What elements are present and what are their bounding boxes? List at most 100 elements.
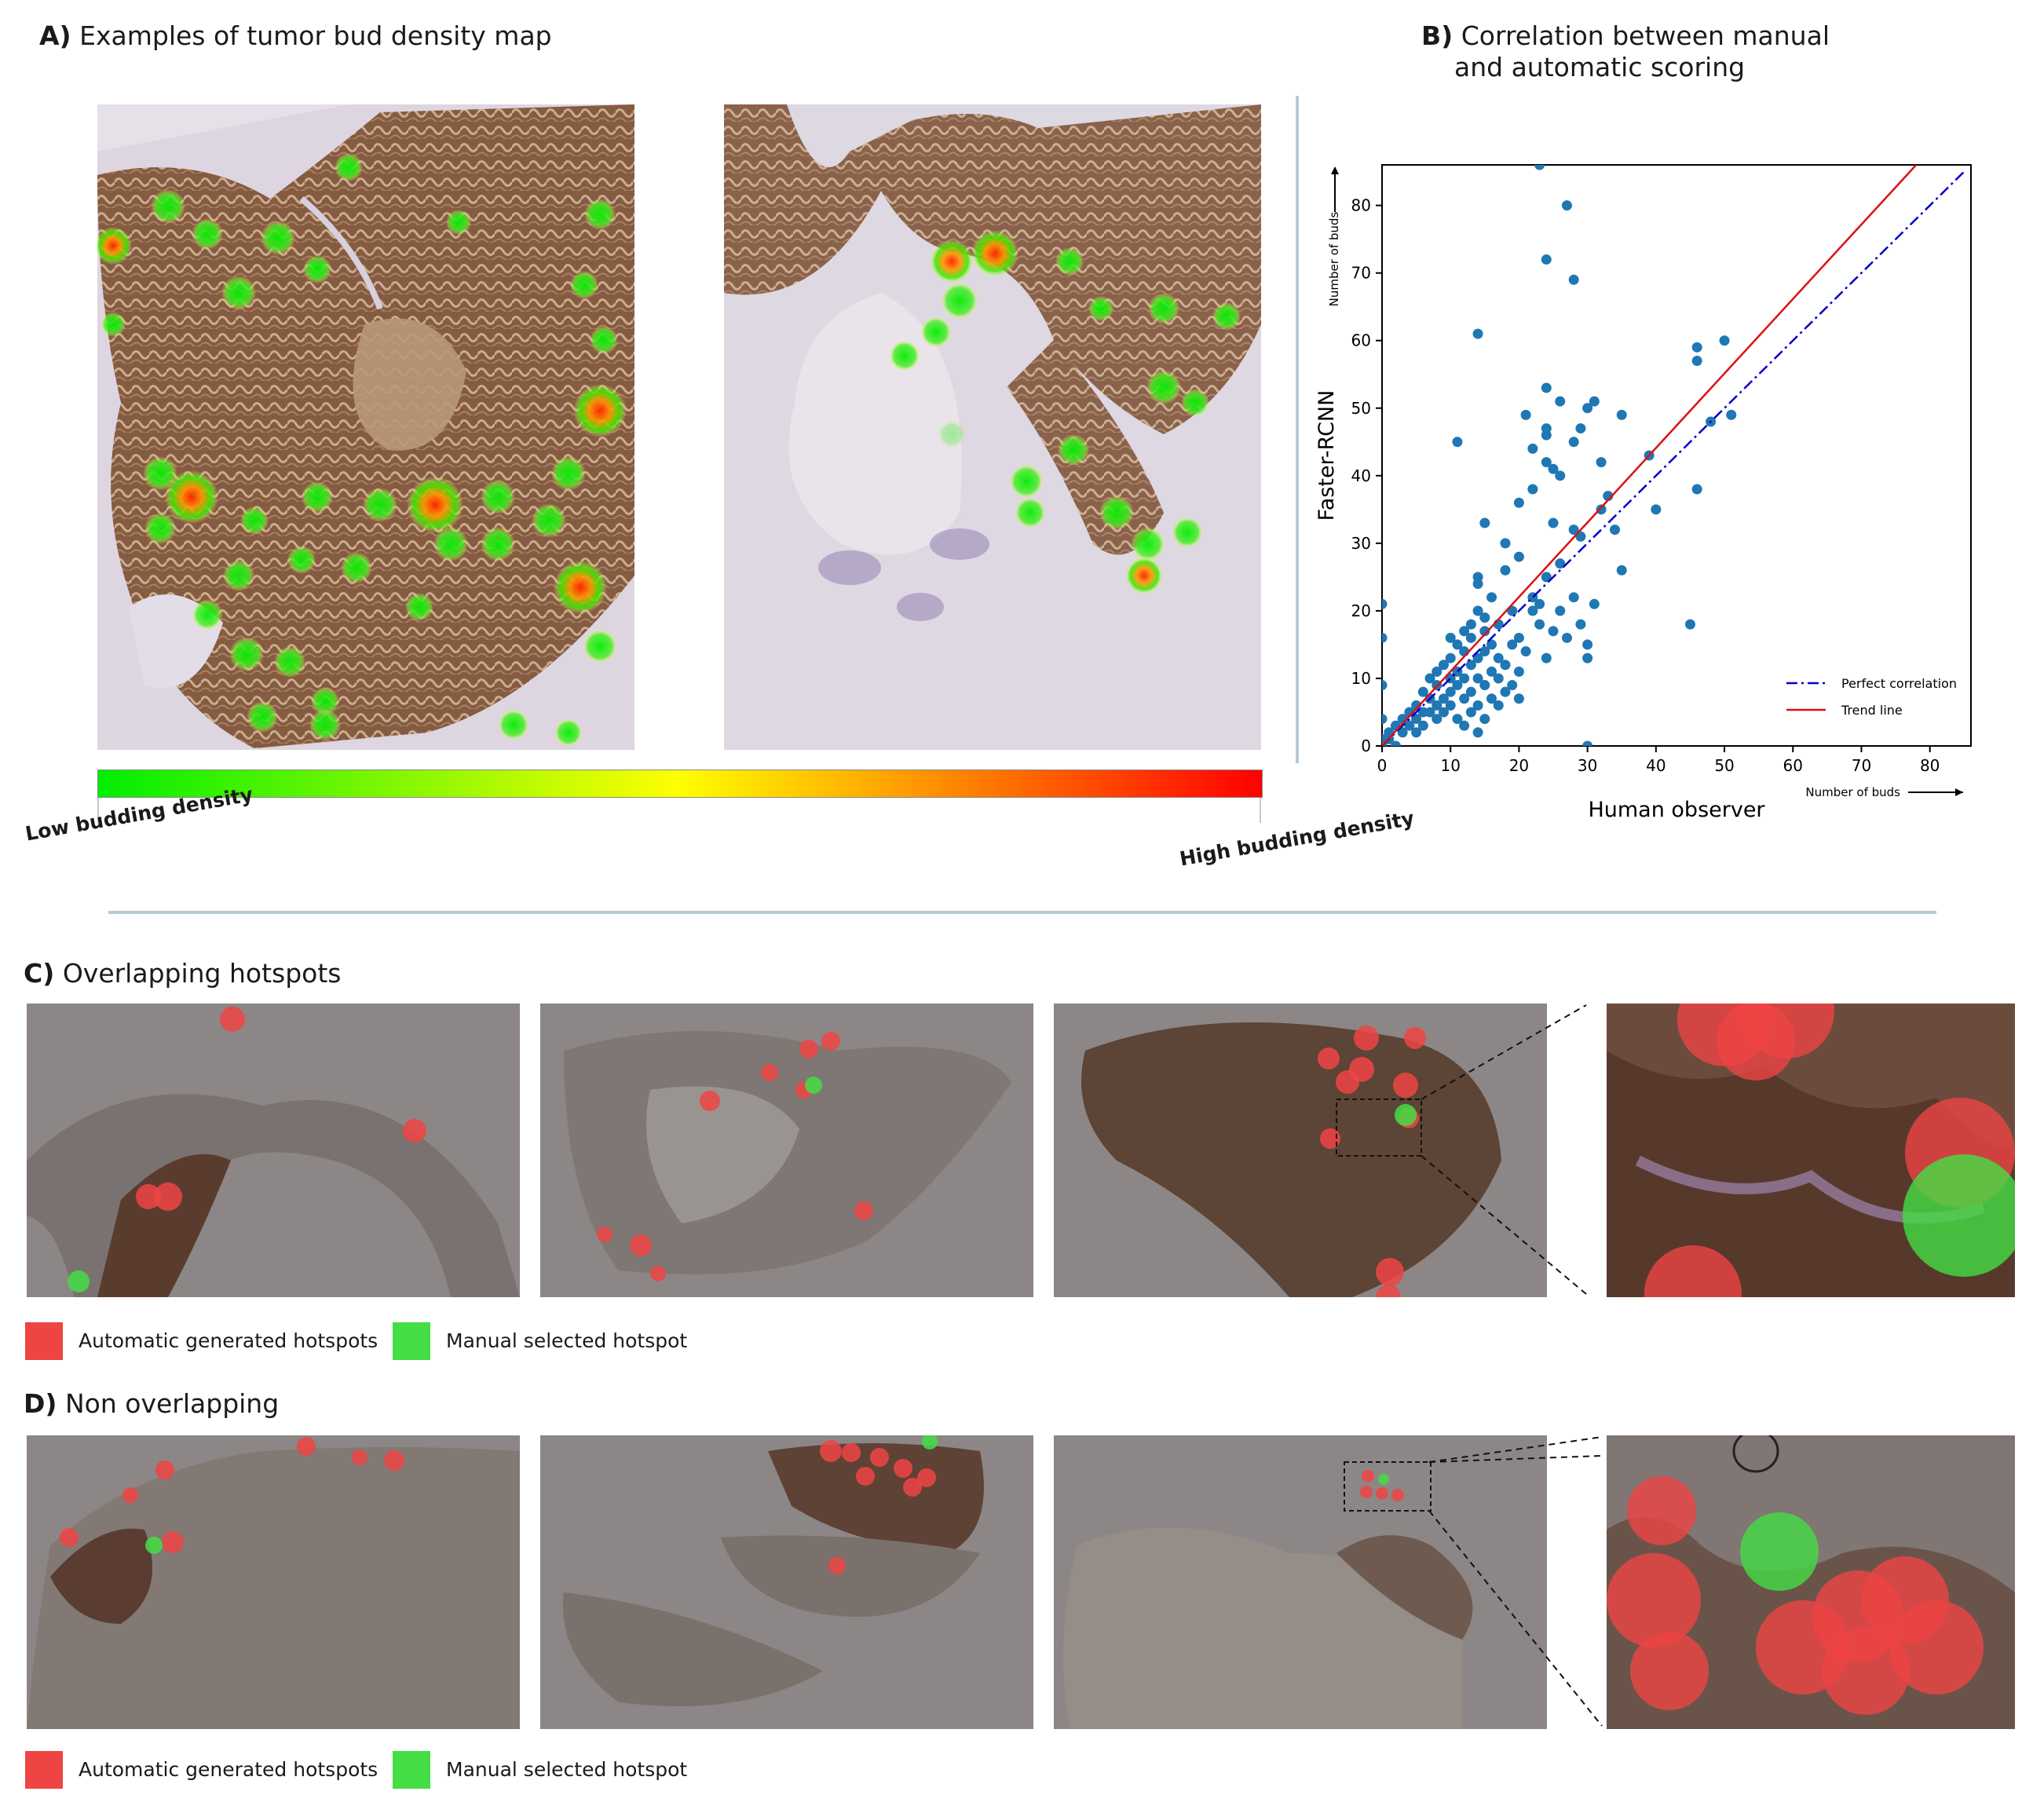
scatter-point <box>1486 639 1497 650</box>
scatter-point <box>1691 342 1702 353</box>
scatter-point <box>1555 605 1566 616</box>
nonoverlap-slide-1-graphic <box>27 1435 520 1729</box>
scatter-point <box>1527 484 1538 495</box>
scatter-point <box>1438 707 1449 718</box>
legend-manual-label-d: Manual selected hotspot <box>446 1758 688 1781</box>
scatter-point <box>1684 619 1695 630</box>
scatter-point <box>1417 686 1428 697</box>
scatter-point <box>1513 666 1524 677</box>
scatter-point <box>1472 653 1483 664</box>
scatter-point <box>1555 558 1566 569</box>
nonoverlap-zoom-panel <box>1607 1435 2015 1729</box>
scatter-point <box>1575 423 1586 434</box>
y-tick-label: 70 <box>1351 264 1371 283</box>
scatter-point <box>1500 538 1511 549</box>
scatter-point <box>1432 700 1443 711</box>
nonoverlap-slide-2-graphic <box>540 1435 1033 1729</box>
zoom-connector-lines-d <box>1428 1436 1603 1727</box>
legend-manual-label-c: Manual selected hotspot <box>446 1329 688 1352</box>
vertical-separator <box>1296 96 1299 763</box>
x-tick-label: 40 <box>1646 756 1666 775</box>
density-map-image-2 <box>724 104 1261 750</box>
x-tick-label: 0 <box>1377 756 1388 775</box>
density-colorbar <box>97 770 1263 798</box>
overlap-zoom-panel <box>1607 1004 2015 1297</box>
x-axis-label: Human observer <box>1588 798 1765 822</box>
scatter-point <box>1465 660 1476 671</box>
scatter-point <box>1589 396 1600 407</box>
scatter-point <box>1513 497 1524 508</box>
scatter-point <box>1411 714 1422 725</box>
scatter-point <box>1479 680 1490 691</box>
scatter-point <box>1548 463 1559 474</box>
scatter-point <box>1432 714 1443 725</box>
scatter-point <box>1513 693 1524 704</box>
scatter-point <box>1486 666 1497 677</box>
scatter-point <box>1445 686 1456 697</box>
scatter-point <box>1438 693 1449 704</box>
scatter-point <box>1520 409 1531 420</box>
scatter-point <box>1548 626 1559 637</box>
trend-line <box>1382 165 1918 746</box>
scatter-point <box>1541 572 1552 583</box>
scatter-point <box>1589 598 1600 609</box>
panel-a-title: Examples of tumor bud density map <box>79 20 552 51</box>
nonoverlap-zoom-graphic <box>1607 1435 2015 1729</box>
scatter-point <box>1472 727 1483 738</box>
scatter-point <box>1397 727 1408 738</box>
overlap-slide-2-graphic <box>540 1004 1033 1297</box>
x-tick-label: 70 <box>1852 756 1871 775</box>
y-tick-label: 50 <box>1351 399 1371 418</box>
scatter-point <box>1493 673 1504 684</box>
scatter-point <box>1596 457 1607 468</box>
density-map-graphic-2 <box>724 104 1261 750</box>
x-axis-note: Number of buds <box>1805 785 1900 799</box>
scatter-point <box>1382 714 1388 725</box>
scatter-point <box>1472 328 1483 339</box>
scatter-point <box>1651 504 1662 515</box>
scatter-point <box>1424 673 1435 684</box>
scatter-point <box>1500 565 1511 576</box>
scatter-point <box>1390 740 1401 746</box>
scatter-point <box>1527 605 1538 616</box>
scatter-point <box>1493 653 1504 664</box>
y-axis-label: Faster-RCNN <box>1315 390 1339 521</box>
scatter-point <box>1507 639 1518 650</box>
legend-auto-swatch-d <box>25 1751 63 1789</box>
overlap-slide-3-graphic <box>1054 1004 1547 1297</box>
scatter-point <box>1479 646 1490 657</box>
scatter-point <box>1479 626 1490 637</box>
scatter-point <box>1527 443 1538 454</box>
scatter-point <box>1582 639 1593 650</box>
legend-manual-swatch-d <box>393 1751 430 1789</box>
y-note-arrowhead <box>1331 166 1339 174</box>
x-note-arrowhead <box>1955 788 1963 796</box>
scatter-point <box>1568 592 1579 603</box>
scatter-point <box>1472 572 1483 583</box>
scatter-point <box>1479 612 1490 623</box>
scatter-point <box>1534 165 1545 170</box>
panel-a-letter: A) <box>39 20 71 51</box>
scatter-point <box>1459 673 1470 684</box>
scatter-point <box>1472 605 1483 616</box>
scatter-point <box>1472 673 1483 684</box>
panel-b-title-line1: Correlation between manual <box>1461 20 1830 51</box>
y-tick-label: 40 <box>1351 466 1371 485</box>
y-tick-label: 30 <box>1351 534 1371 553</box>
scatter-point <box>1541 653 1552 664</box>
scatter-point <box>1417 720 1428 731</box>
panel-b-heading: B) Correlation between manual <box>1421 20 1830 51</box>
scatter-point <box>1500 686 1511 697</box>
panel-d-letter: D) <box>24 1388 57 1419</box>
overlap-slide-3 <box>1054 1004 1547 1297</box>
x-tick-label: 30 <box>1578 756 1597 775</box>
y-tick-label: 80 <box>1351 196 1371 215</box>
scatter-point <box>1479 714 1490 725</box>
panel-c-title: Overlapping hotspots <box>62 958 342 989</box>
overlap-slide-1 <box>27 1004 520 1297</box>
scatter-point <box>1486 693 1497 704</box>
x-tick-label: 20 <box>1509 756 1529 775</box>
x-tick-label: 50 <box>1714 756 1734 775</box>
scatter-point <box>1691 356 1702 367</box>
scatter-point <box>1582 403 1593 414</box>
